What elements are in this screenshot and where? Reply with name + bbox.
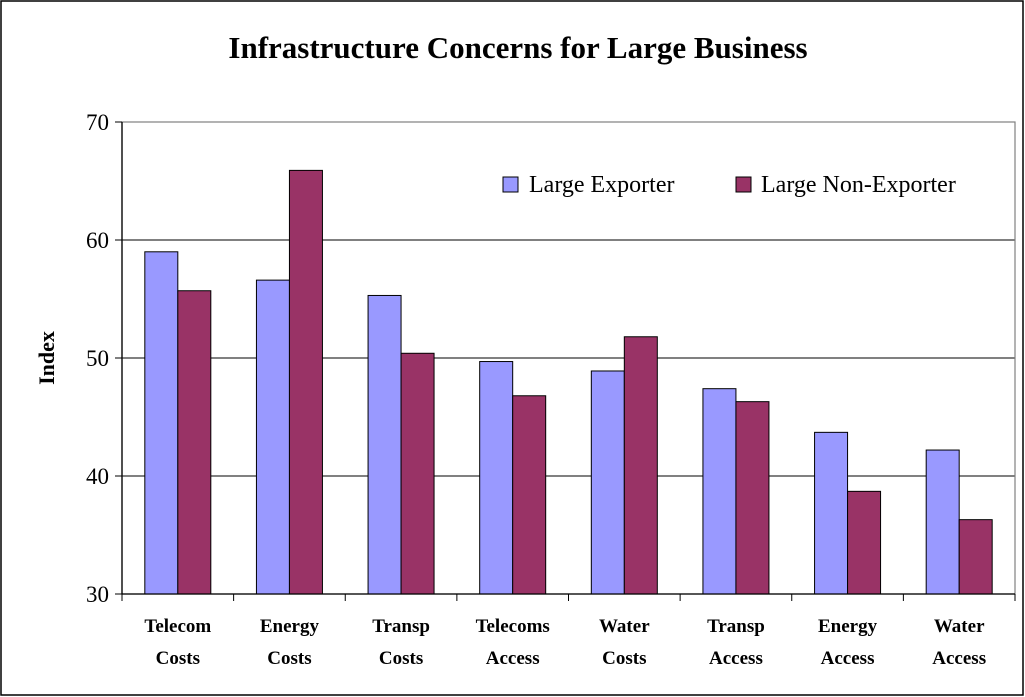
x-tick-label: Access [932, 648, 986, 669]
bars [144, 169, 993, 595]
chart-title: Infrastructure Concerns for Large Busine… [228, 30, 807, 65]
x-tick-labels: Telecom Costs Energy Costs Transp Costs Teleco… [144, 616, 986, 669]
bar [512, 395, 547, 595]
x-tick-label: Transp [372, 616, 430, 637]
x-tick-label: Costs [156, 648, 200, 669]
bar [144, 251, 179, 595]
y-tick-labels: 30 40 50 60 70 [86, 110, 109, 607]
x-tick-label: Access [486, 648, 540, 669]
bar [702, 388, 737, 595]
y-tick-label: 40 [86, 464, 109, 489]
bar [814, 431, 849, 595]
legend-swatch-large-exporter [502, 176, 519, 193]
y-tick-label: 60 [86, 228, 109, 253]
bar [479, 361, 514, 595]
x-tick-label: Access [709, 648, 763, 669]
x-tick-label: Energy [818, 616, 878, 637]
x-tick-label: Transp [707, 616, 765, 637]
bar [367, 294, 402, 595]
bar [623, 336, 658, 595]
y-tick-label: 30 [86, 582, 109, 607]
bar [177, 290, 212, 595]
bar [400, 352, 435, 595]
bar [958, 519, 993, 595]
x-tick-label: Water [934, 616, 985, 637]
x-tick-label: Costs [602, 648, 646, 669]
bar [925, 449, 960, 595]
axes [115, 121, 1016, 601]
x-tick-label: Water [599, 616, 650, 637]
x-tick-label: Costs [379, 648, 423, 669]
legend: Large Exporter Large Non-Exporter [502, 172, 956, 198]
x-tick-label: Telecom [144, 616, 211, 637]
bar [288, 169, 323, 595]
x-tick-label: Energy [260, 616, 320, 637]
y-axis-title: Index [34, 331, 59, 385]
bar [735, 401, 770, 595]
x-tick-label: Costs [267, 648, 311, 669]
bar [255, 279, 290, 595]
legend-label-large-non-exporter: Large Non-Exporter [761, 172, 956, 198]
y-tick-label: 50 [86, 346, 109, 371]
y-tick-label: 70 [86, 110, 109, 135]
x-tick-label: Access [821, 648, 875, 669]
legend-swatch-large-non-exporter [735, 176, 752, 193]
legend-label-large-exporter: Large Exporter [529, 172, 675, 198]
x-tick-label: Telecoms [476, 616, 550, 637]
bar [847, 490, 882, 595]
bar [590, 370, 625, 595]
